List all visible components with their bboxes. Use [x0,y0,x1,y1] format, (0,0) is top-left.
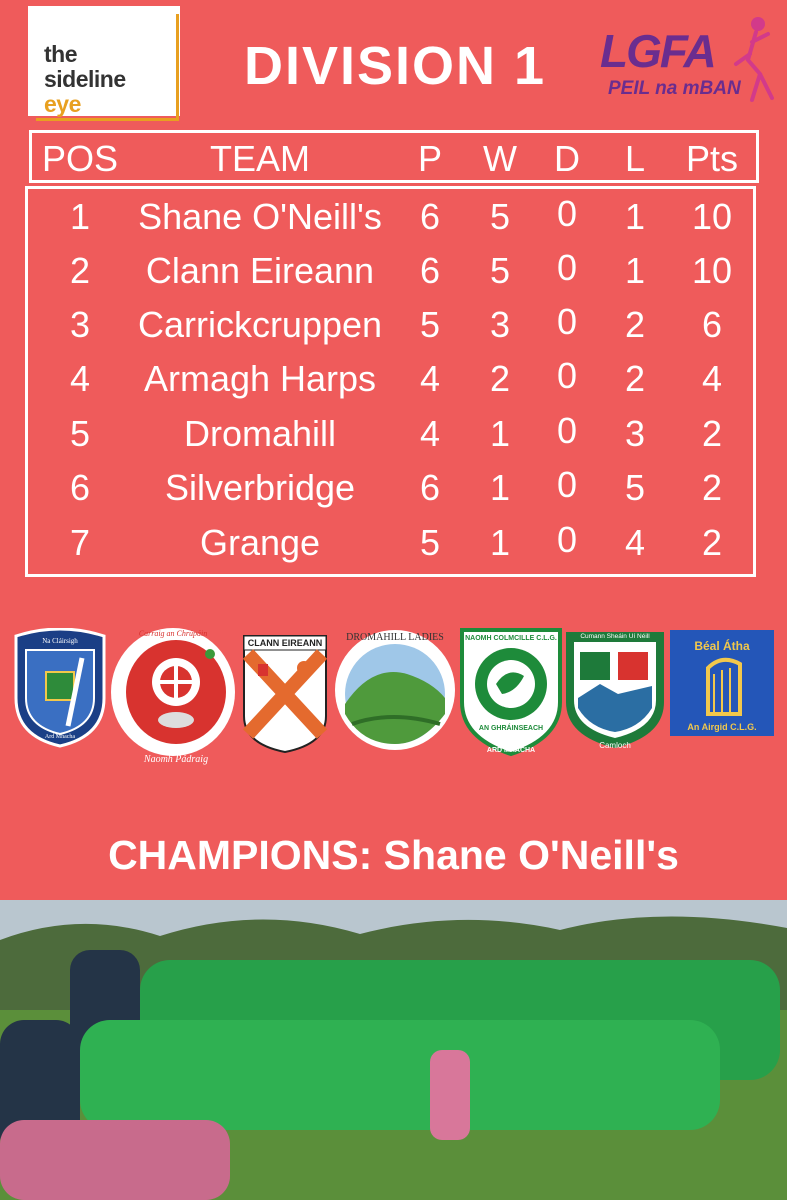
column-header-d: D [554,138,580,179]
clann-text: CLANN EIREANN [248,638,323,648]
silver-top-text: Béal Átha [694,638,750,653]
row-d: 0 [556,519,578,560]
page-title: DIVISION 1 [243,36,547,96]
row-w: 1 [489,413,511,454]
column-header-pos: POS [41,138,119,179]
row-l: 2 [624,304,646,345]
column-header-team: TEAM [209,138,310,179]
row-team: Grange [199,522,321,563]
harps-bottom-text: Ard Mhacha [45,734,75,740]
dromahill-text: DROMAHILL LADIES [346,632,444,643]
row-team: Silverbridge [164,467,356,508]
row-pos: 6 [69,467,91,508]
row-p: 6 [419,196,441,237]
player-figure-icon [734,17,774,102]
row-team: Carrickcruppen [137,304,383,345]
shanes-top-text: Cumann Sheáin Uí Néill [580,633,650,640]
column-header-p: P [417,138,442,179]
row-pts: 2 [701,522,723,563]
harps-top-text: Na Cláirsigh [42,637,78,645]
row-l: 1 [624,196,646,237]
row-pts: 4 [701,358,723,399]
row-team: Armagh Harps [143,358,377,399]
lgfa-name: LGFA [600,25,717,77]
logo-text: the sideline eye [44,42,126,117]
row-d: 0 [556,464,578,505]
champions-banner: CHAMPIONS: Shane O'Neill's [108,832,679,878]
column-header-pts: Pts [685,138,738,179]
lgfa-tagline: PEIL na mBAN [608,78,741,99]
row-l: 4 [624,522,646,563]
row-pos: 7 [69,522,91,563]
table-body-box [25,186,756,577]
row-w: 5 [489,196,511,237]
row-team: Dromahill [183,413,337,454]
row-p: 5 [419,522,441,563]
dromahill-ladies-crest: DROMAHILL LADIES [335,630,455,750]
row-pts: 10 [691,196,733,237]
column-header-w: W [483,138,517,179]
row-d: 0 [556,355,578,396]
row-p: 6 [419,250,441,291]
row-p: 4 [419,358,441,399]
row-pts: 10 [691,250,733,291]
logo-line-3: eye [44,91,81,117]
row-d: 0 [556,193,578,234]
row-p: 5 [419,304,441,345]
row-pos: 1 [69,196,91,237]
row-pos: 5 [69,413,91,454]
armagh-harps-crest: Na Cláirsigh Ard Mhacha [14,628,106,748]
row-d: 0 [556,301,578,342]
grange-mid-text: AN GHRÁINSEACH [479,723,543,732]
row-w: 2 [489,358,511,399]
row-pts: 6 [701,304,723,345]
sideline-eye-logo: the sideline eye [28,6,180,121]
clann-eireann-crest: CLANN EIREANN [242,635,328,754]
row-w: 1 [489,467,511,508]
row-pos: 2 [69,250,91,291]
table-header-box [29,130,759,183]
grange-crest: NAOMH COLMCILLE C.L.G. AN GHRÁINSEACH AR… [460,628,562,757]
column-header-l: L [624,138,646,179]
row-l: 3 [624,413,646,454]
row-pts: 2 [701,467,723,508]
carrick-bottom-text: Naomh Pádraig [143,754,208,765]
row-w: 1 [489,522,511,563]
row-w: 5 [489,250,511,291]
row-pos: 3 [69,304,91,345]
row-w: 3 [489,304,511,345]
row-pos: 4 [69,358,91,399]
row-l: 1 [624,250,646,291]
row-pts: 2 [701,413,723,454]
row-team: Shane O'Neill's [138,196,382,237]
row-d: 0 [556,410,578,451]
shane-oneills-crest: Cumann Sheáin Uí Néill Camloch [566,632,664,750]
row-p: 4 [419,413,441,454]
silver-bottom-text: An Airgid C.L.G. [687,722,756,732]
team-photo [0,900,787,1200]
row-team: Clann Eireann [145,250,375,291]
logo-line-1: the [44,41,77,67]
row-p: 6 [419,467,441,508]
grange-bottom-text: ARD MHACHA [487,747,535,754]
silverbridge-crest: Béal Átha An Airgid C.L.G. [670,630,774,736]
club-crests-row: Na Cláirsigh Ard Mhacha Carraig an Chrúp… [0,620,787,770]
logo-line-2: sideline [44,66,126,92]
row-d: 0 [556,247,578,288]
logo-frame [36,14,179,121]
players-group [0,950,780,1200]
carrick-top-text: Carraig an Chrúpáin [139,629,207,638]
carrickcruppen-crest: Carraig an Chrúpáin Naomh Pádraig [111,628,235,765]
row-l: 2 [624,358,646,399]
grange-top-text: NAOMH COLMCILLE C.L.G. [465,635,557,642]
row-l: 5 [624,467,646,508]
lgfa-logo: LGFA PEIL na mBAN [598,17,778,114]
shanes-bottom-text: Camloch [599,741,631,750]
